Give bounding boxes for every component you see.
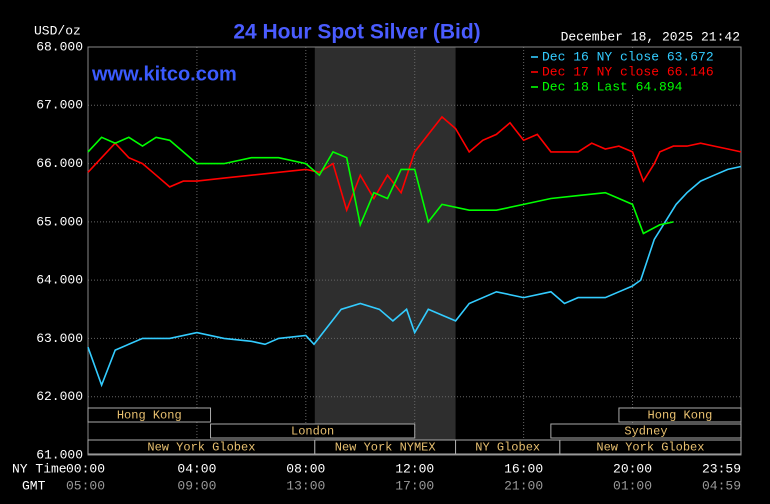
session-label: Sydney <box>624 425 667 439</box>
y-tick-label: 65.000 <box>36 214 83 229</box>
series-line <box>87 115 742 213</box>
plot-border <box>87 46 742 456</box>
session-label: New York NYMEX <box>335 441 436 455</box>
x2-tick-label: 04:59 <box>702 478 741 493</box>
y-tick-label: 63.000 <box>36 331 83 346</box>
y-tick-label: 62.000 <box>36 389 83 404</box>
y-tick-label: 61.000 <box>36 447 83 462</box>
y-tick-label: 64.000 <box>36 273 83 288</box>
x2-tick-label: 09:00 <box>177 478 216 493</box>
session-label: Hong Kong <box>648 409 713 423</box>
x2-tick-label: 17:00 <box>395 478 434 493</box>
subtitle: December 18, 2025 21:42 <box>561 29 740 44</box>
session-label: Hong Kong <box>117 409 182 423</box>
series-line <box>87 165 742 388</box>
session-box <box>618 407 742 423</box>
x2-tick-label: 01:00 <box>613 478 652 493</box>
x-axis-label: NY Time <box>12 461 67 476</box>
x-tick-label: 08:00 <box>286 461 325 476</box>
session-label: NY Globex <box>475 441 540 455</box>
session-shade <box>314 47 456 455</box>
x-tick-label: 04:00 <box>177 461 216 476</box>
x2-axis-label: GMT <box>22 478 46 493</box>
watermark: www.kitco.com <box>91 63 237 85</box>
session-box <box>559 439 742 455</box>
session-box <box>550 423 742 439</box>
underlay <box>87 46 742 456</box>
legend-label: Dec 16 NY close 63.672 <box>542 49 714 64</box>
legend-label: Dec 18 Last 64.894 <box>542 79 683 94</box>
x2-tick-label: 21:00 <box>504 478 543 493</box>
session-box <box>87 407 212 423</box>
x-tick-label: 20:00 <box>613 461 652 476</box>
legend-label: Dec 17 NY close 66.146 <box>542 64 714 79</box>
session-label: New York Globex <box>596 441 704 455</box>
y-tick-label: 66.000 <box>36 156 83 171</box>
session-box <box>210 423 416 439</box>
session-label: New York Globex <box>147 441 255 455</box>
chart-title: 24 Hour Spot Silver (Bid) <box>233 21 480 44</box>
y-axis-label: USD/oz <box>34 23 81 38</box>
x2-tick-label: 13:00 <box>286 478 325 493</box>
y-tick-label: 67.000 <box>36 98 83 113</box>
x-tick-label: 23:59 <box>702 461 741 476</box>
x2-tick-label: 05:00 <box>66 478 105 493</box>
legend-box <box>527 48 740 93</box>
x-tick-label: 12:00 <box>395 461 434 476</box>
y-tick-label: 68.000 <box>36 39 83 54</box>
x-tick-label: 00:00 <box>66 461 105 476</box>
x-tick-label: 16:00 <box>504 461 543 476</box>
series-line <box>87 136 674 235</box>
session-label: London <box>291 425 334 439</box>
